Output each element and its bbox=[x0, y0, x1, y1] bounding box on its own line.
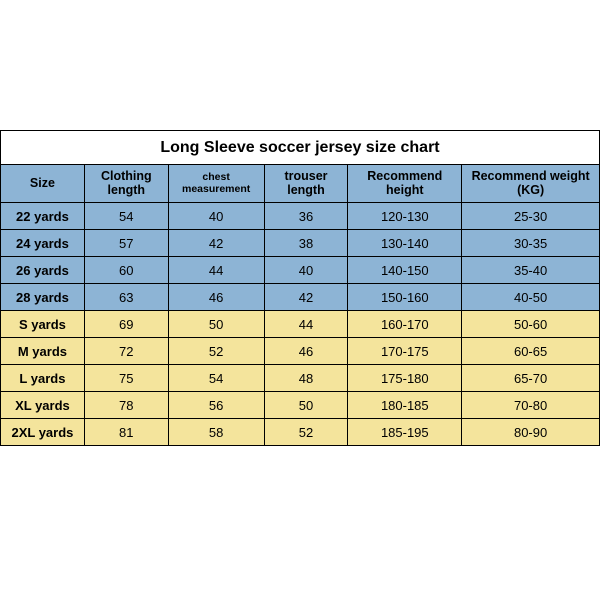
table-cell: 46 bbox=[264, 338, 348, 365]
table-cell: 140-150 bbox=[348, 257, 462, 284]
table-title: Long Sleeve soccer jersey size chart bbox=[1, 131, 600, 165]
table-cell: 70-80 bbox=[462, 392, 600, 419]
table-cell: 63 bbox=[84, 284, 168, 311]
table-cell: 46 bbox=[168, 284, 264, 311]
table-cell: 52 bbox=[264, 419, 348, 446]
table-cell: 48 bbox=[264, 365, 348, 392]
table-cell: 42 bbox=[168, 230, 264, 257]
table-row: 24 yards574238130-14030-35 bbox=[1, 230, 600, 257]
col-header-weight: Recommend weight (KG) bbox=[462, 165, 600, 203]
table-cell: L yards bbox=[1, 365, 85, 392]
table-body: 22 yards544036120-13025-3024 yards574238… bbox=[1, 203, 600, 446]
table-cell: 2XL yards bbox=[1, 419, 85, 446]
table-cell: 40-50 bbox=[462, 284, 600, 311]
table-cell: 170-175 bbox=[348, 338, 462, 365]
table-cell: M yards bbox=[1, 338, 85, 365]
size-chart-container: Long Sleeve soccer jersey size chart Siz… bbox=[0, 0, 600, 446]
table-cell: 50 bbox=[168, 311, 264, 338]
table-cell: 36 bbox=[264, 203, 348, 230]
col-header-clothing: Clothing length bbox=[84, 165, 168, 203]
table-row: S yards695044160-17050-60 bbox=[1, 311, 600, 338]
table-cell: 81 bbox=[84, 419, 168, 446]
table-cell: 54 bbox=[168, 365, 264, 392]
table-cell: 57 bbox=[84, 230, 168, 257]
table-row: 26 yards604440140-15035-40 bbox=[1, 257, 600, 284]
table-cell: 44 bbox=[264, 311, 348, 338]
table-cell: 60 bbox=[84, 257, 168, 284]
table-cell: XL yards bbox=[1, 392, 85, 419]
table-cell: 50 bbox=[264, 392, 348, 419]
table-cell: 26 yards bbox=[1, 257, 85, 284]
table-cell: 60-65 bbox=[462, 338, 600, 365]
title-row: Long Sleeve soccer jersey size chart bbox=[1, 131, 600, 165]
col-header-size: Size bbox=[1, 165, 85, 203]
table-cell: 38 bbox=[264, 230, 348, 257]
table-cell: 58 bbox=[168, 419, 264, 446]
table-row: 28 yards634642150-16040-50 bbox=[1, 284, 600, 311]
table-row: XL yards785650180-18570-80 bbox=[1, 392, 600, 419]
table-cell: 44 bbox=[168, 257, 264, 284]
table-cell: 28 yards bbox=[1, 284, 85, 311]
table-row: 2XL yards815852185-19580-90 bbox=[1, 419, 600, 446]
table-row: M yards725246170-17560-65 bbox=[1, 338, 600, 365]
col-header-trouser: trouser length bbox=[264, 165, 348, 203]
col-header-height: Recommend height bbox=[348, 165, 462, 203]
table-cell: 65-70 bbox=[462, 365, 600, 392]
table-row: 22 yards544036120-13025-30 bbox=[1, 203, 600, 230]
table-cell: 52 bbox=[168, 338, 264, 365]
table-row: L yards755448175-18065-70 bbox=[1, 365, 600, 392]
table-cell: 25-30 bbox=[462, 203, 600, 230]
table-cell: 24 yards bbox=[1, 230, 85, 257]
table-cell: 175-180 bbox=[348, 365, 462, 392]
table-cell: 42 bbox=[264, 284, 348, 311]
table-cell: 160-170 bbox=[348, 311, 462, 338]
table-cell: 120-130 bbox=[348, 203, 462, 230]
table-cell: 56 bbox=[168, 392, 264, 419]
table-cell: 78 bbox=[84, 392, 168, 419]
table-cell: 35-40 bbox=[462, 257, 600, 284]
table-cell: 150-160 bbox=[348, 284, 462, 311]
table-cell: S yards bbox=[1, 311, 85, 338]
table-cell: 75 bbox=[84, 365, 168, 392]
table-cell: 50-60 bbox=[462, 311, 600, 338]
table-cell: 72 bbox=[84, 338, 168, 365]
table-cell: 185-195 bbox=[348, 419, 462, 446]
table-cell: 22 yards bbox=[1, 203, 85, 230]
table-cell: 69 bbox=[84, 311, 168, 338]
header-row: Size Clothing length chest measurement t… bbox=[1, 165, 600, 203]
size-chart-table: Long Sleeve soccer jersey size chart Siz… bbox=[0, 130, 600, 446]
table-cell: 40 bbox=[168, 203, 264, 230]
table-cell: 180-185 bbox=[348, 392, 462, 419]
table-cell: 54 bbox=[84, 203, 168, 230]
col-header-chest: chest measurement bbox=[168, 165, 264, 203]
table-cell: 130-140 bbox=[348, 230, 462, 257]
table-cell: 30-35 bbox=[462, 230, 600, 257]
table-cell: 80-90 bbox=[462, 419, 600, 446]
table-cell: 40 bbox=[264, 257, 348, 284]
